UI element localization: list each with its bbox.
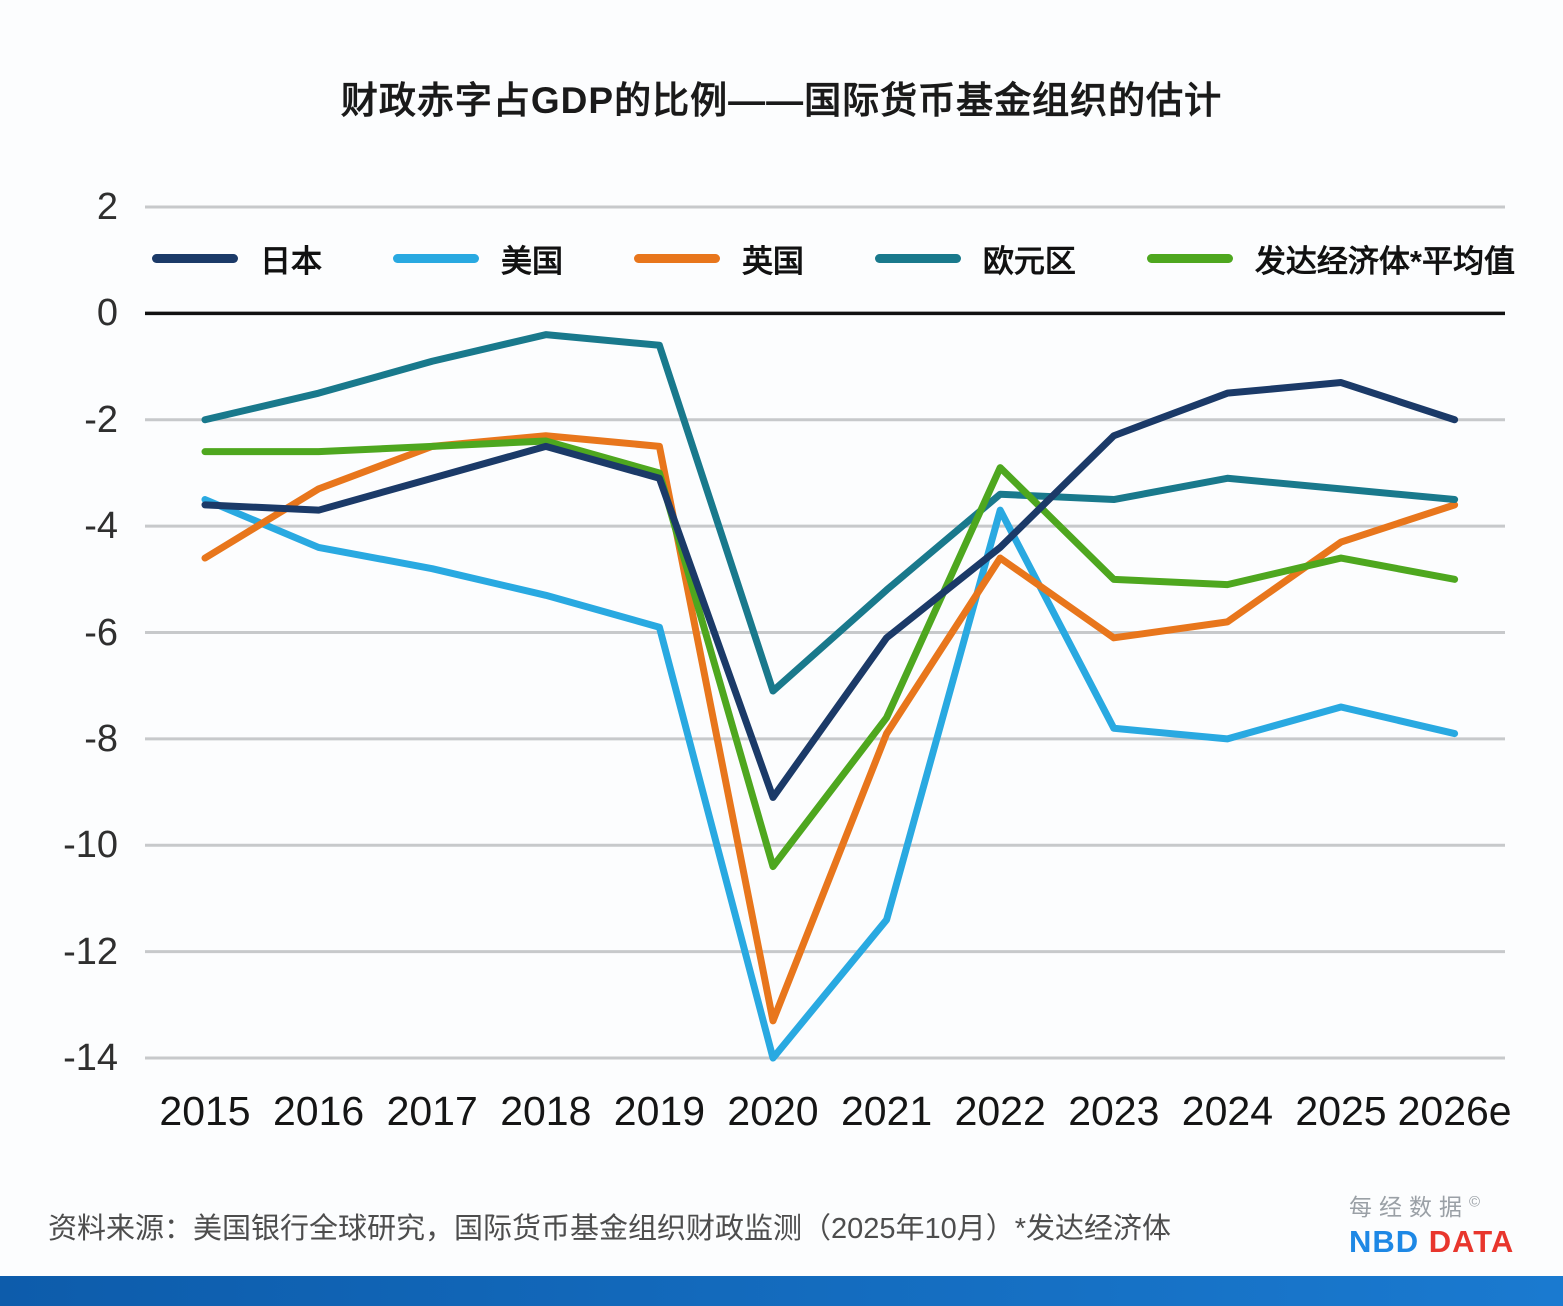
source-note: 资料来源：美国银行全球研究，国际货币基金组织财政监测（2025年10月）*发达经… <box>48 1213 1172 1245</box>
legend-swatch <box>1146 253 1233 263</box>
x-tick-label: 2018 <box>500 1088 592 1134</box>
y-tick-label: -10 <box>63 824 118 867</box>
legend-item: 日本 <box>152 236 322 281</box>
logo-nbd-text: NBD <box>1349 1224 1420 1259</box>
x-tick-label: 2024 <box>1181 1088 1273 1134</box>
y-tick-label: -14 <box>63 1037 118 1080</box>
logo-data-text: DATA <box>1428 1224 1515 1259</box>
legend-item: 美国 <box>392 236 563 281</box>
y-tick-label: 0 <box>96 292 118 335</box>
legend-label: 美国 <box>500 243 563 279</box>
series-line-欧元区 <box>201 331 1459 695</box>
x-tick-label: 2023 <box>1068 1088 1160 1134</box>
y-tick-label: -2 <box>84 398 118 441</box>
legend-swatch <box>874 253 961 263</box>
legend-item: 英国 <box>633 236 804 281</box>
logo-chinese-line: 每经数据© <box>1349 1188 1519 1222</box>
bottom-bar <box>0 1276 1563 1306</box>
x-tick-label: 2021 <box>840 1088 933 1134</box>
copyright-icon: © <box>1469 1193 1481 1211</box>
series-line-发达经济体*平均值 <box>201 437 1459 871</box>
x-tick-label: 2020 <box>727 1088 819 1134</box>
series-line-英国 <box>201 432 1459 1025</box>
x-tick-label: 2015 <box>159 1088 251 1134</box>
nbd-logo: 每经数据© NBD DATA <box>1349 1188 1519 1260</box>
y-tick-label: -8 <box>84 717 118 760</box>
x-tick-label: 2019 <box>613 1088 705 1134</box>
legend-swatch <box>152 253 238 263</box>
legend-label: 发达经济体*平均值 <box>1254 243 1515 279</box>
logo-chinese-text: 每经数据 <box>1349 1194 1469 1220</box>
x-tick-label: 2017 <box>386 1088 478 1134</box>
legend-label: 英国 <box>741 243 804 279</box>
logo-english-line: NBD DATA <box>1349 1224 1519 1260</box>
y-tick-label: -12 <box>63 930 118 973</box>
legend-label: 日本 <box>260 243 322 279</box>
legend-swatch <box>392 253 479 263</box>
series-line-日本 <box>201 379 1459 801</box>
legend-label: 欧元区 <box>982 243 1076 279</box>
chart-legend: 日本 美国 英国 欧元区 发达经济体*平均值 <box>152 240 1515 279</box>
x-tick-label: 2022 <box>954 1088 1046 1134</box>
y-tick-label: -6 <box>84 611 118 654</box>
y-tick-label: -4 <box>84 505 118 548</box>
y-axis: 2 0 -2 -4 -6 -8 -10 -12 -14 <box>0 0 118 1100</box>
legend-item: 欧元区 <box>874 236 1076 281</box>
chart-title: 财政赤字占GDP的比例——国际货币基金组织的估计 <box>340 80 1223 121</box>
legend-swatch <box>633 253 720 263</box>
series-line-美国 <box>201 496 1459 1062</box>
x-tick-label: 2025 <box>1295 1088 1387 1134</box>
x-tick-label: 2026e <box>1397 1088 1512 1134</box>
x-tick-label: 2016 <box>272 1088 365 1134</box>
legend-item: 发达经济体*平均值 <box>1146 236 1515 281</box>
y-tick-label: 2 <box>96 186 118 228</box>
